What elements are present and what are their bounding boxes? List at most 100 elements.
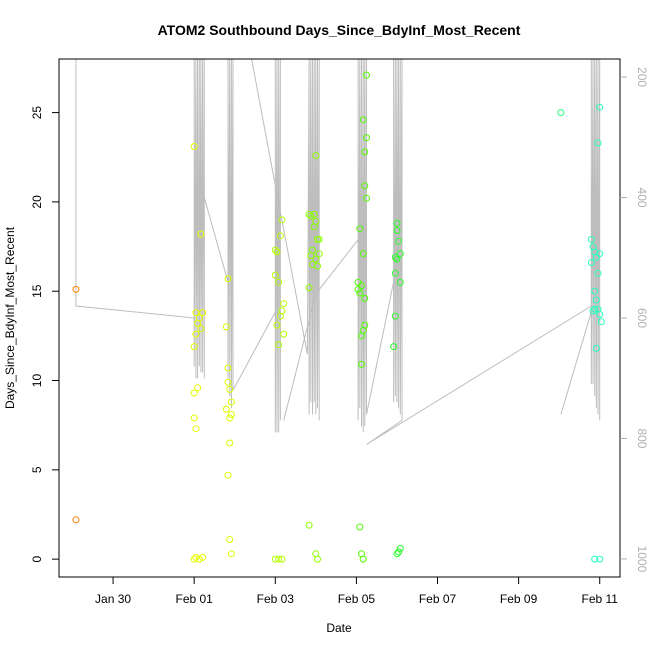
x-tick-label: Feb 11 — [581, 592, 618, 606]
data-point — [199, 553, 207, 561]
data-point — [391, 253, 399, 261]
data-point — [278, 216, 286, 224]
y2-axis: 200 400 600 800 1000 — [620, 67, 649, 573]
data-point — [192, 309, 200, 317]
data-point — [314, 555, 321, 563]
data-point — [596, 250, 604, 258]
data-point — [589, 307, 597, 315]
data-point — [222, 323, 230, 331]
data-point — [226, 439, 234, 447]
data-point — [226, 414, 234, 422]
data-point — [390, 343, 398, 351]
data-point — [273, 321, 281, 329]
x-tick-label: Feb 05 — [338, 592, 376, 606]
data-point — [363, 194, 370, 202]
data-point — [227, 398, 235, 406]
data-point — [592, 296, 600, 304]
data-point — [587, 235, 595, 243]
data-point — [227, 550, 235, 558]
data-point — [363, 71, 370, 79]
data-point — [194, 319, 202, 327]
y-axis: 0 5 10 15 20 25 — [30, 106, 59, 562]
data-point — [72, 285, 80, 293]
data-point — [312, 255, 320, 263]
data-point — [597, 318, 605, 326]
data-point — [391, 312, 399, 320]
data-point — [361, 294, 369, 302]
data-point — [592, 344, 600, 352]
data-point — [276, 232, 284, 240]
data-point — [594, 269, 602, 277]
data-point — [354, 285, 362, 293]
data-point — [72, 516, 80, 524]
data-point — [395, 237, 403, 245]
data-point — [393, 550, 401, 558]
data-point — [190, 343, 198, 351]
data-point — [224, 471, 232, 479]
grey-traces — [72, 58, 601, 445]
data-point — [224, 378, 232, 386]
data-point — [361, 148, 369, 156]
data-point — [591, 305, 599, 313]
data-point — [393, 227, 401, 234]
data-point — [596, 310, 604, 318]
data-point — [361, 182, 369, 190]
data-point — [192, 425, 200, 433]
data-point — [226, 385, 234, 393]
trace-line — [560, 305, 594, 415]
data-point — [222, 405, 230, 413]
y-tick-label: 20 — [30, 195, 44, 209]
data-point — [190, 555, 198, 563]
data-point — [224, 364, 232, 372]
data-point — [275, 341, 283, 349]
data-point — [591, 555, 599, 563]
data-point — [359, 116, 367, 124]
data-point — [276, 312, 284, 320]
y2-tick-label: 200 — [635, 67, 649, 87]
x-tick-label: Feb 03 — [257, 592, 295, 606]
x-tick-label: Feb 07 — [419, 592, 457, 606]
x-tick-label: Feb 01 — [176, 592, 214, 606]
data-point — [275, 555, 283, 563]
data-point — [393, 219, 401, 227]
data-point — [395, 548, 403, 556]
data-point — [393, 255, 401, 263]
data-point — [315, 235, 323, 243]
trace-line — [251, 58, 320, 421]
x-tick-label: Jan 30 — [95, 592, 131, 606]
plot-frame — [58, 58, 621, 578]
data-point — [359, 250, 367, 258]
data-point — [396, 278, 404, 286]
y-tick-label: 0 — [30, 555, 44, 562]
data-point — [314, 262, 321, 270]
x-axis-label: Date — [326, 621, 352, 635]
trace-line — [283, 58, 395, 433]
data-point — [359, 555, 367, 563]
data-point — [190, 143, 198, 150]
trace-line — [227, 58, 281, 433]
data-point — [356, 289, 364, 297]
data-point — [307, 252, 315, 259]
data-point — [199, 309, 207, 317]
data-point — [356, 523, 364, 531]
data-point — [194, 384, 202, 392]
x-axis: Jan 30 Feb 01 Feb 03 Feb 05 Feb 07 Feb 09 Feb … — [95, 577, 618, 606]
data-point — [271, 555, 279, 563]
data-point — [557, 109, 565, 117]
scatter-points — [72, 71, 605, 563]
data-point — [192, 553, 200, 561]
y-tick-label: 25 — [30, 106, 44, 120]
data-point — [197, 230, 205, 238]
data-point — [224, 275, 232, 283]
trace-line — [72, 58, 229, 379]
y2-tick-label: 800 — [635, 428, 649, 448]
y-axis-label: Days_Since_BdyInf_Most_Recent — [3, 226, 17, 409]
y-tick-label: 15 — [30, 284, 44, 298]
chart-title: ATOM2 Southbound Days_Since_BdyInf_Most_… — [158, 22, 521, 38]
data-point — [192, 330, 200, 338]
data-point — [358, 360, 365, 368]
data-point — [190, 414, 198, 422]
y-tick-label: 10 — [30, 374, 44, 388]
data-point — [391, 269, 399, 277]
data-point — [190, 389, 198, 397]
